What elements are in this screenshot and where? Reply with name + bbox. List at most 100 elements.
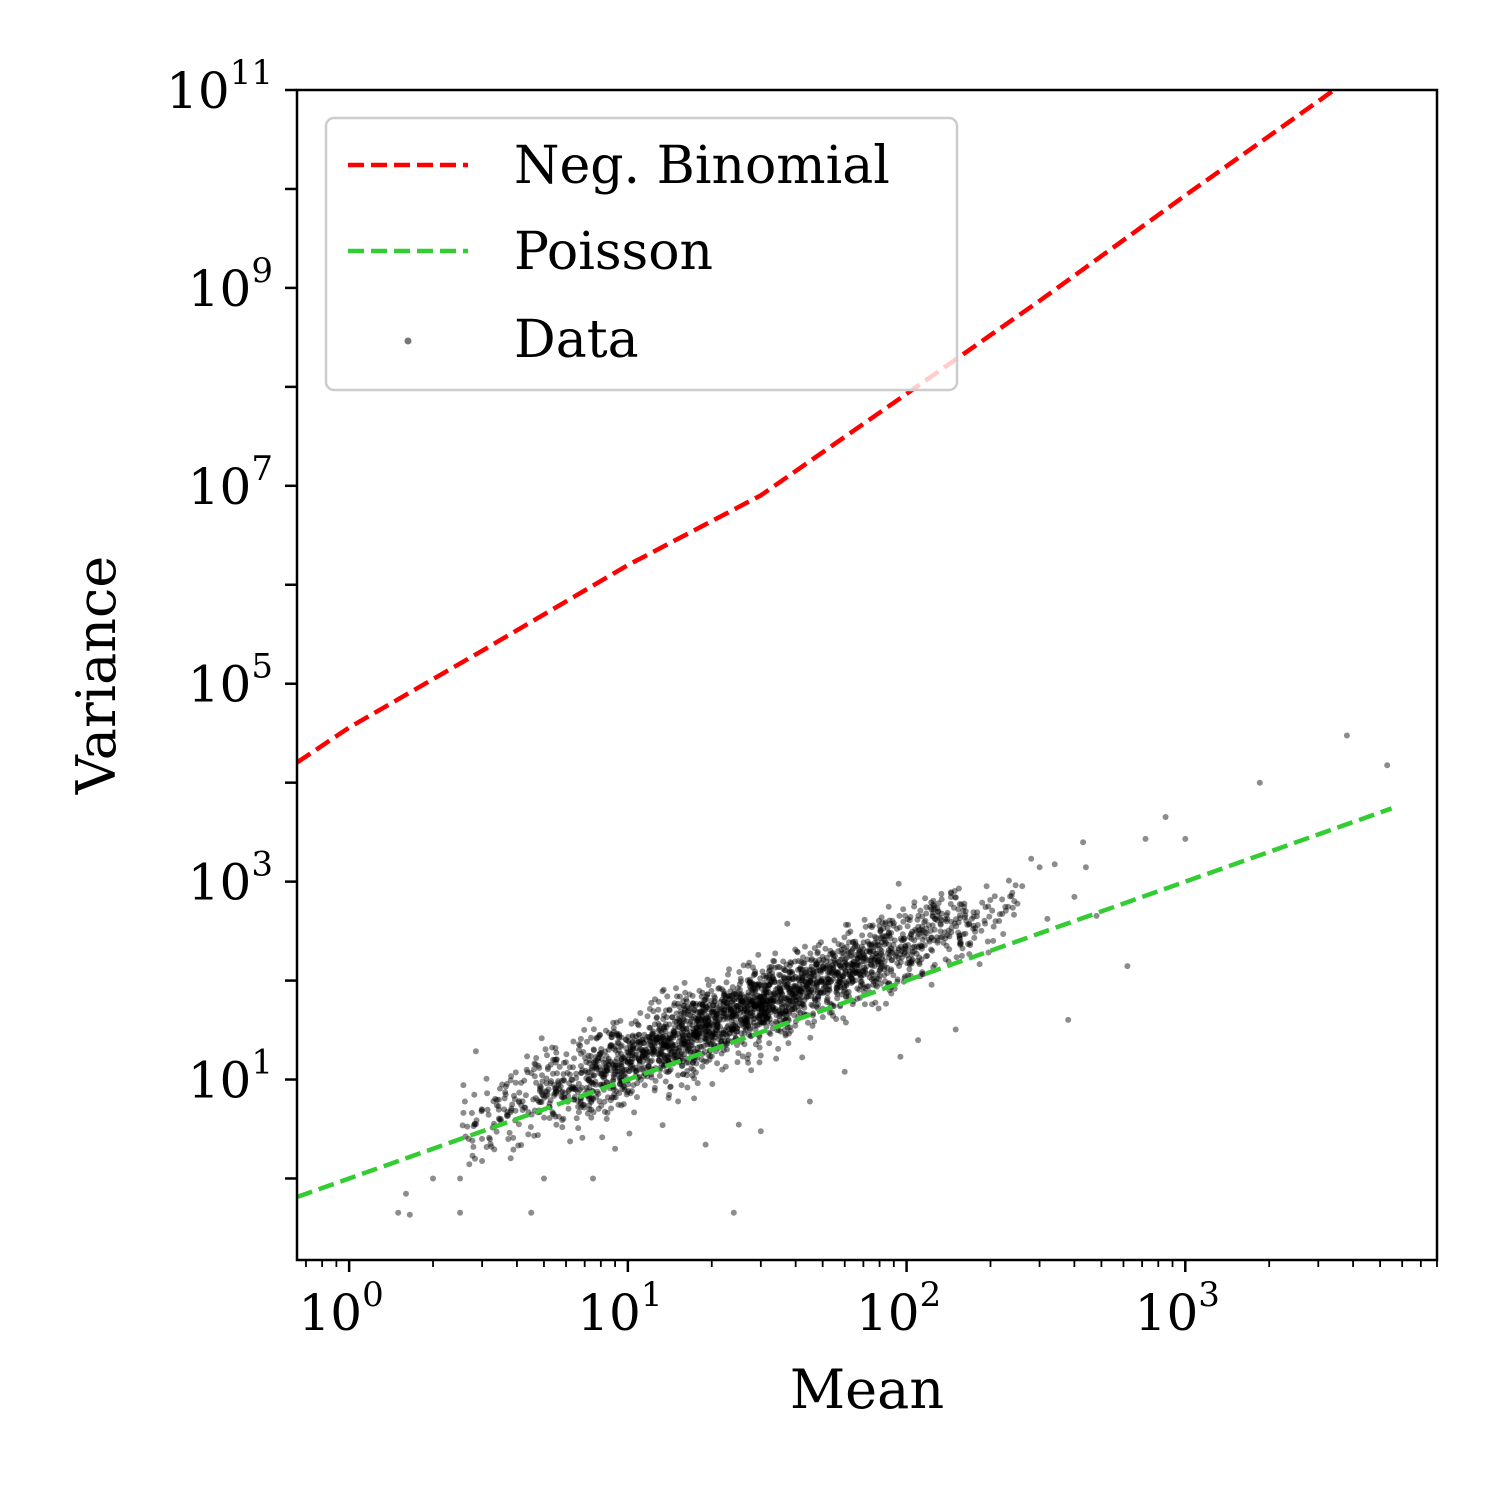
data-point xyxy=(849,953,855,959)
data-point xyxy=(1011,898,1018,905)
data-point xyxy=(763,998,770,1004)
data-point xyxy=(703,1036,710,1043)
data-point xyxy=(627,1061,634,1068)
data-point xyxy=(603,1079,610,1086)
data-point xyxy=(671,1054,677,1061)
data-point xyxy=(639,1053,646,1060)
data-point xyxy=(676,1053,683,1060)
data-point xyxy=(632,1052,639,1059)
data-point xyxy=(860,967,867,974)
legend-box xyxy=(324,116,959,392)
data-point xyxy=(797,966,804,973)
data-point xyxy=(707,1029,713,1036)
data-point xyxy=(871,944,878,951)
data-point xyxy=(580,1102,587,1109)
data-point xyxy=(756,1009,763,1016)
data-point xyxy=(605,1055,612,1062)
data-point xyxy=(616,1081,623,1088)
data-point xyxy=(740,962,747,969)
data-point xyxy=(705,1018,712,1024)
data-point xyxy=(675,1072,682,1079)
data-point xyxy=(826,969,833,976)
data-point xyxy=(471,1121,478,1128)
data-point xyxy=(658,1041,665,1048)
data-point xyxy=(561,1077,568,1084)
data-point xyxy=(793,990,800,997)
data-point xyxy=(841,959,848,966)
data-point xyxy=(583,1059,590,1066)
data-point xyxy=(718,1038,725,1045)
data-point xyxy=(929,912,936,919)
data-point xyxy=(926,922,932,929)
data-point xyxy=(617,1017,624,1024)
data-point xyxy=(591,1061,598,1068)
data-point xyxy=(752,1003,759,1010)
data-point xyxy=(809,1022,816,1029)
data-point xyxy=(675,1098,682,1105)
data-point xyxy=(822,945,829,952)
data-point xyxy=(852,952,859,958)
data-point xyxy=(773,1055,780,1062)
data-point xyxy=(967,940,974,947)
data-point xyxy=(524,1053,531,1060)
data-point xyxy=(851,958,858,965)
data-point xyxy=(603,1068,610,1075)
data-point xyxy=(841,984,848,991)
data-point xyxy=(662,1033,669,1039)
data-point xyxy=(795,958,802,964)
data-point xyxy=(667,1035,674,1042)
data-point xyxy=(658,1037,665,1044)
data-point xyxy=(688,1042,695,1049)
data-point xyxy=(934,917,941,924)
y-tick-label: 105 xyxy=(188,647,273,714)
data-point xyxy=(780,965,787,972)
data-point xyxy=(608,1105,615,1112)
data-point xyxy=(624,1049,631,1056)
data-point xyxy=(691,1029,698,1036)
data-point xyxy=(786,988,793,995)
data-point xyxy=(917,907,924,914)
data-point xyxy=(593,1063,600,1070)
data-point xyxy=(558,1093,565,1100)
data-point xyxy=(786,1024,793,1031)
data-point xyxy=(693,1028,700,1035)
data-point xyxy=(805,988,812,995)
data-point xyxy=(823,964,830,971)
data-point xyxy=(611,1091,618,1098)
data-point xyxy=(741,994,748,1001)
data-point xyxy=(877,959,884,966)
data-point xyxy=(723,999,729,1006)
data-point xyxy=(857,954,864,961)
data-point xyxy=(928,906,935,913)
x-tick-label: 100 xyxy=(299,1275,384,1342)
data-point xyxy=(915,923,922,930)
data-point xyxy=(818,939,824,946)
data-point xyxy=(923,910,930,917)
data-point xyxy=(666,1035,673,1042)
data-point xyxy=(901,935,908,942)
data-point xyxy=(881,963,888,970)
data-point xyxy=(824,969,831,976)
data-point xyxy=(820,965,827,972)
data-point xyxy=(691,1007,697,1014)
data-point xyxy=(662,1078,669,1085)
data-point xyxy=(756,1059,763,1066)
data-point xyxy=(577,1098,584,1105)
data-point xyxy=(849,947,856,954)
data-point xyxy=(615,1062,622,1069)
data-point xyxy=(524,1069,531,1076)
data-point xyxy=(953,916,959,923)
data-point xyxy=(623,1091,630,1098)
data-point xyxy=(766,981,773,988)
data-point xyxy=(818,977,825,984)
data-point xyxy=(797,991,804,998)
data-point xyxy=(744,1055,751,1062)
data-point xyxy=(610,1094,617,1101)
data-point xyxy=(555,1081,562,1088)
data-point xyxy=(547,1080,554,1087)
data-point xyxy=(929,913,936,920)
data-point xyxy=(679,1036,686,1043)
data-point xyxy=(689,1039,695,1046)
data-point xyxy=(655,998,662,1005)
data-point xyxy=(730,1021,737,1028)
